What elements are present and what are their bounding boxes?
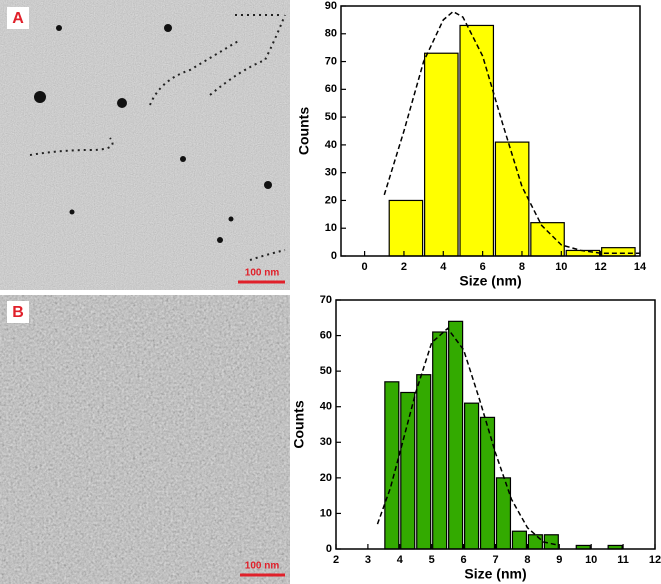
bar [511, 530, 528, 550]
bar [424, 52, 459, 257]
y-tick-label: 90 [325, 0, 337, 12]
y-tick-label: 60 [325, 83, 337, 95]
x-tick-label: 12 [649, 554, 661, 566]
x-tick-label: 5 [429, 554, 435, 566]
x-tick-label: 12 [595, 261, 607, 273]
y-tick-label: 80 [325, 28, 337, 40]
y-tick-label: 40 [325, 139, 337, 151]
scale-bar-label: 100 nm [245, 561, 280, 572]
plot-frame [335, 299, 656, 550]
bar [459, 24, 495, 257]
y-tick-label: 30 [320, 436, 332, 448]
bar [464, 402, 480, 550]
tem-image-a: A 100 nm [0, 0, 290, 290]
x-tick-label: 4 [397, 554, 404, 566]
y-tick-label: 10 [320, 507, 332, 519]
bar [388, 199, 424, 257]
x-tick-label: 6 [461, 554, 467, 566]
bar [527, 534, 543, 550]
x-axis-label: Size (nm) [464, 566, 526, 582]
x-tick-label: 4 [440, 261, 447, 273]
bar [601, 247, 636, 257]
y-tick-label: 70 [320, 294, 332, 306]
y-tick-label: 70 [325, 55, 337, 67]
y-tick-label: 10 [325, 222, 337, 234]
panel-label: A [12, 10, 24, 27]
bar [530, 222, 565, 257]
y-tick-label: 50 [320, 365, 332, 377]
y-tick-label: 20 [325, 194, 337, 206]
x-tick-label: 11 [617, 554, 629, 566]
x-tick-label: 14 [634, 261, 647, 273]
x-tick-label: 0 [362, 261, 368, 273]
x-tick-label: 6 [480, 261, 486, 273]
bar [416, 374, 432, 550]
bar [448, 320, 464, 550]
plot-frame [340, 5, 641, 257]
bar [384, 381, 400, 550]
y-tick-label: 60 [320, 329, 332, 341]
scale-bar-label: 100 nm [245, 268, 280, 279]
y-tick-label: 30 [325, 167, 337, 179]
tem-image-b: B 100 nm [0, 295, 290, 584]
x-tick-label: 8 [524, 554, 530, 566]
y-tick-label: 50 [325, 111, 337, 123]
fit-curve [383, 10, 640, 254]
x-tick-label: 9 [556, 554, 562, 566]
x-tick-label: 2 [333, 554, 339, 566]
bar [479, 416, 496, 550]
x-tick-label: 8 [519, 261, 525, 273]
bar [432, 331, 448, 550]
x-tick-label: 10 [585, 554, 597, 566]
y-tick-label: 0 [326, 543, 332, 555]
x-tick-label: 7 [492, 554, 498, 566]
x-tick-label: 10 [555, 261, 567, 273]
bar [494, 141, 530, 257]
x-axis-label: Size (nm) [459, 273, 521, 289]
panel-label: B [12, 304, 24, 321]
y-axis-label: Counts [291, 400, 307, 448]
y-tick-label: 40 [320, 401, 332, 413]
y-axis-label: Counts [296, 107, 312, 155]
y-tick-label: 0 [331, 250, 337, 262]
x-tick-label: 2 [401, 261, 407, 273]
fit-curve [376, 327, 560, 547]
bar [400, 391, 416, 550]
bar [495, 477, 512, 550]
y-tick-label: 20 [320, 472, 332, 484]
x-tick-label: 3 [365, 554, 371, 566]
